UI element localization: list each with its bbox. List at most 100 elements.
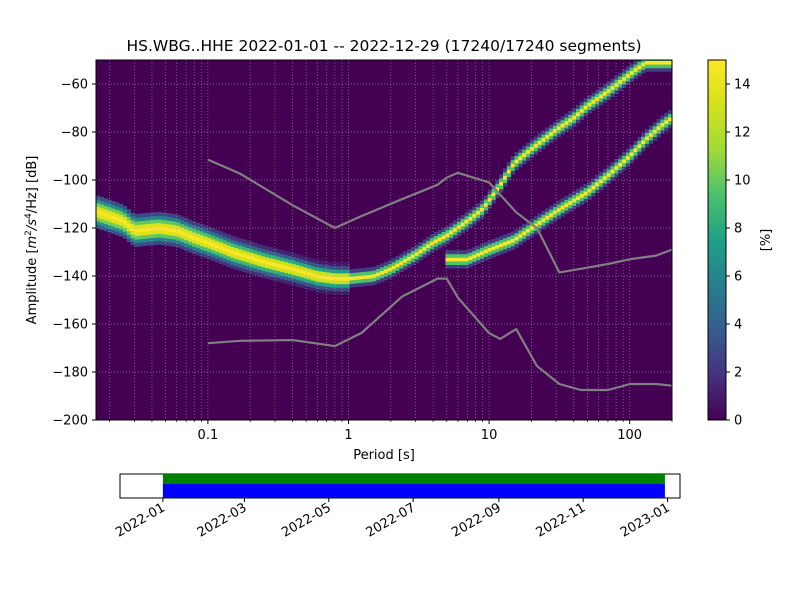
heatmap-cell [330,290,335,295]
heatmap-cell [245,247,250,252]
heatmap-cell [407,260,412,265]
heatmap-cell [99,211,105,216]
heatmap-cell [99,197,105,202]
heatmap-cell [122,213,128,218]
heatmap-cell [495,187,500,192]
heatmap-cell [591,92,596,97]
heatmap-cell [314,284,320,289]
heatmap-cell [426,240,431,245]
heatmap-cell [280,250,285,255]
heatmap-cell [291,281,297,286]
heatmap-cell [556,211,562,216]
timeline-tick-label: 2022-05 [279,500,334,540]
heatmap-cell [499,239,504,244]
heatmap-cell [556,204,562,209]
heatmap-cell [318,285,323,290]
heatmap-cell [307,279,312,284]
heatmap-cell [510,159,515,164]
heatmap-cell [96,206,101,211]
heatmap-cell [192,246,197,251]
heatmap-cell [568,197,573,202]
heatmap-cell [641,55,645,59]
heatmap-cell [165,223,170,228]
heatmap-cell [587,109,592,114]
heatmap-cell [307,282,312,287]
heatmap-cell [606,172,611,177]
heatmap-cell [487,240,492,245]
heatmap-cell [499,181,504,186]
heatmap-cell [656,122,661,127]
heatmap-cell [495,194,500,199]
heatmap-cell [238,238,243,243]
heatmap-cell [107,203,112,208]
heatmap-cell [280,260,285,265]
heatmap-cell [372,273,377,278]
heatmap-cell [115,202,120,207]
heatmap-cell [587,188,592,193]
heatmap-cell [168,227,174,232]
heatmap-cell [472,261,477,266]
heatmap-cell [464,223,469,228]
heatmap-cell [453,264,458,269]
heatmap-cell [541,221,546,226]
heatmap-cell [230,250,235,255]
heatmap-cell [591,106,596,111]
heatmap-cell [149,219,154,224]
heatmap-cell [441,242,446,247]
heatmap-cell [487,251,492,256]
heatmap-cell [602,179,608,184]
heatmap-cell [545,127,550,132]
heatmap-cell [399,264,404,269]
heatmap-cell [337,265,343,270]
heatmap-cell [195,226,201,231]
heatmap-cell [241,264,247,269]
heatmap-cell [422,246,427,251]
grid-lines [96,60,672,420]
heatmap-cell [579,101,585,106]
heatmap-cell [652,64,658,69]
heatmap-cell [503,238,508,243]
heatmap-cell [111,219,116,224]
heatmap-cell [99,200,105,205]
heatmap-cell [96,217,101,222]
heatmap-cell [126,223,131,228]
heatmap-cell [533,140,538,145]
heatmap-cell [464,212,469,217]
heatmap-cell [253,267,258,272]
heatmap-cell [537,140,542,145]
heatmap-cell [241,246,247,251]
heatmap-cell [199,249,204,254]
heatmap-cell [280,271,285,276]
heatmap-cell [249,263,254,268]
heatmap-cell [610,165,615,170]
heatmap-cell [480,243,485,248]
heatmap-cell [318,267,323,272]
heatmap-cell [107,210,112,215]
heatmap-cell [510,245,515,250]
heatmap-cell [257,258,262,263]
heatmap-cell [234,236,239,241]
heatmap-cell [591,185,596,190]
heatmap-cell [172,242,178,247]
heatmap-cell [307,271,312,276]
heatmap-cell [533,147,538,152]
heatmap-cell [410,254,416,259]
heatmap-cell [203,246,208,251]
heatmap-cell [126,227,131,232]
heatmap-cell [468,256,473,261]
heatmap-cell [460,222,466,227]
heatmap-cell [545,208,550,213]
heatmap-cell [472,206,477,211]
heatmap-cell [264,249,270,254]
timeline-data-bar [162,484,665,498]
heatmap-cell [168,224,174,229]
heatmap-cell [157,211,162,216]
heatmap-cell [583,101,588,106]
heatmap-cell [648,129,654,134]
heatmap-cell [149,230,154,235]
heatmap-cell [391,265,396,270]
heatmap-cell [168,213,174,218]
heatmap-cell [249,256,254,261]
heatmap-cell [549,209,554,214]
heatmap-cell [610,85,615,90]
